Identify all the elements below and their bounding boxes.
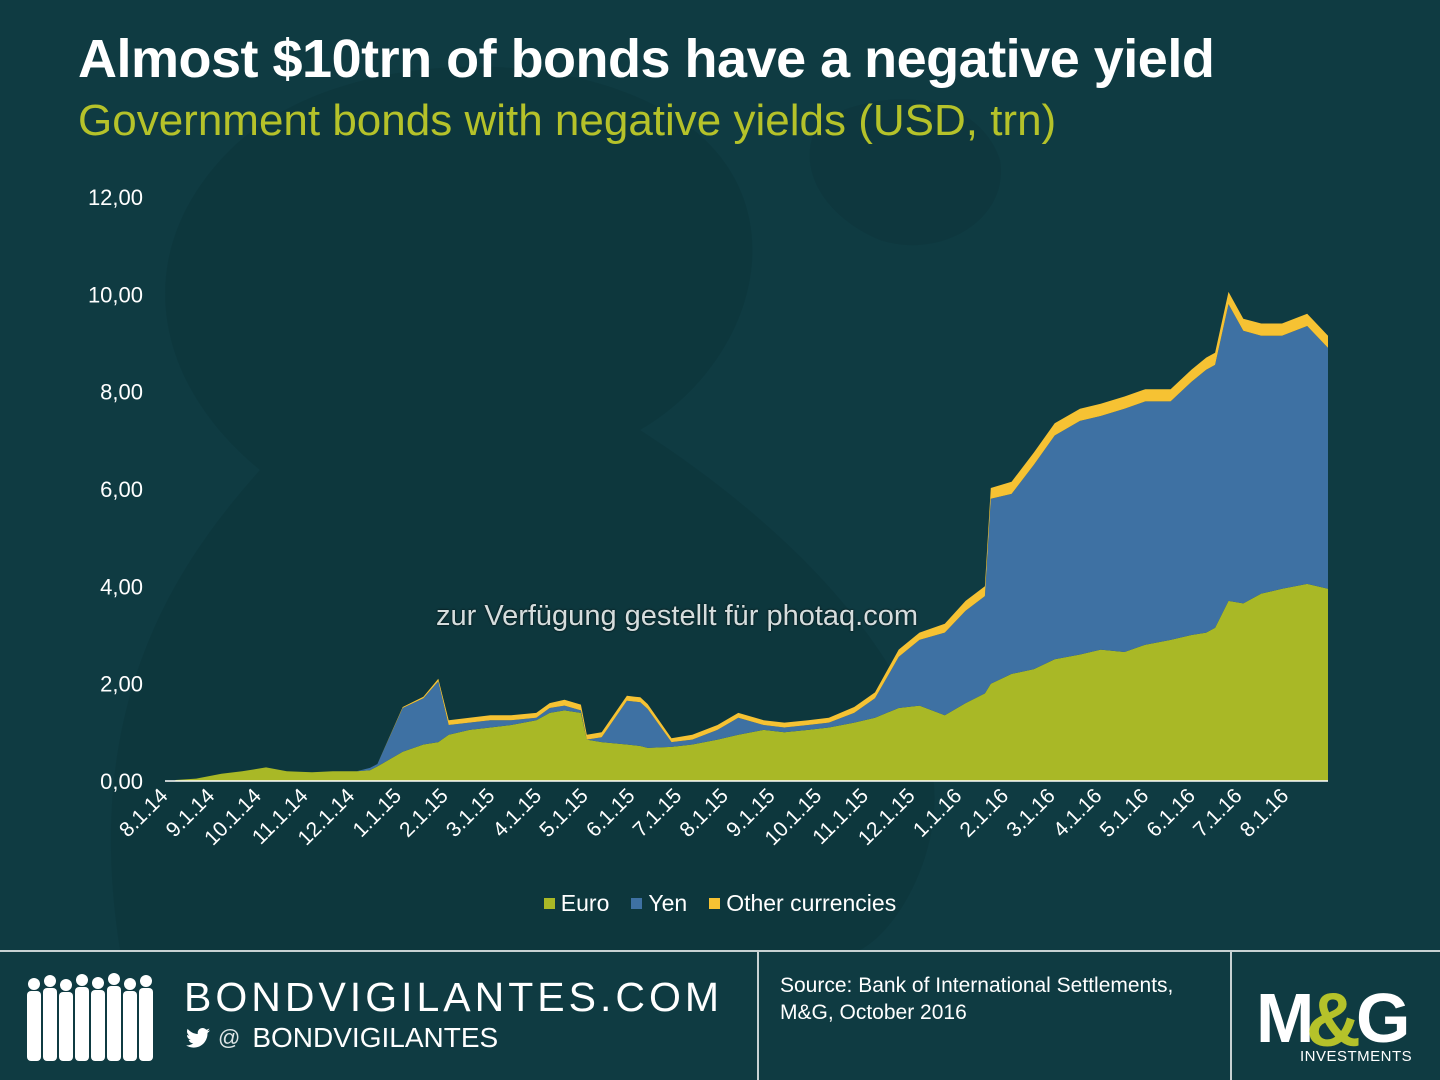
x-tick-label: 8.1.15 <box>675 784 733 842</box>
y-tick-label: 10,00 <box>88 282 143 307</box>
x-tick-label: 8.1.16 <box>1236 784 1294 842</box>
chart-subtitle: Government bonds with negative yields (U… <box>78 96 1057 145</box>
twitter-handle: BONDVIGILANTES <box>252 1022 499 1053</box>
y-axis: 0,00 2,00 4,00 6,00 8,00 10,00 12,00 <box>88 185 143 794</box>
x-tick-label: 6.1.15 <box>582 784 640 842</box>
chart-legend: Euro Yen Other currencies <box>0 890 1440 917</box>
at-symbol: @ <box>218 1025 241 1050</box>
x-tick-label: 1.1.16 <box>909 784 967 842</box>
footer-divider <box>757 952 759 1080</box>
footer: BONDVIGILANTES.COM @ BONDVIGILANTES Sour… <box>0 950 1440 1080</box>
legend-swatch-yen <box>631 898 643 909</box>
mg-logo: M & G <box>1256 980 1410 1063</box>
legend-item-euro: Euro <box>543 890 610 917</box>
svg-text:M: M <box>1256 980 1310 1057</box>
x-tick-label: 4.1.16 <box>1049 784 1107 842</box>
x-tick-label: 2.1.15 <box>395 784 453 842</box>
x-tick-label: 5.1.15 <box>535 784 593 842</box>
svg-text:G: G <box>1356 980 1410 1057</box>
y-tick-label: 4,00 <box>100 574 143 599</box>
legend-item-yen: Yen <box>631 890 687 917</box>
x-tick-label: 4.1.15 <box>489 784 547 842</box>
footer-divider <box>1230 952 1232 1080</box>
legend-label-euro: Euro <box>560 890 610 916</box>
area-yen <box>175 304 1328 780</box>
chart-title: Almost $10trn of bonds have a negative y… <box>78 29 1215 89</box>
site-name[interactable]: BONDVIGILANTES.COM <box>184 974 724 1020</box>
y-tick-label: 0,00 <box>100 769 143 794</box>
chart-areas <box>175 291 1328 781</box>
area-euro <box>175 583 1328 781</box>
legend-swatch-euro <box>543 898 555 909</box>
x-tick-label: 1.1.15 <box>348 784 406 842</box>
x-tick-label: 3.1.15 <box>442 784 500 842</box>
x-tick-label: 3.1.16 <box>1002 784 1060 842</box>
x-tick-label: 7.1.16 <box>1189 784 1247 842</box>
legend-label-other: Other currencies <box>726 890 897 916</box>
watermark-text: zur Verfügung gestellt für photaq.com <box>436 600 919 632</box>
source-note: Source: Bank of International Settlement… <box>780 974 1174 1024</box>
twitter-bird-icon <box>186 1028 210 1048</box>
svg-text:&: & <box>1306 980 1361 1063</box>
x-tick-label: 5.1.16 <box>1096 784 1154 842</box>
stacked-area-chart: 0,00 2,00 4,00 6,00 8,00 10,00 12,00 8.1.149.1… <box>88 185 1328 850</box>
y-tick-label: 12,00 <box>88 185 143 210</box>
x-tick-label: 2.1.16 <box>956 784 1014 842</box>
x-tick-label: 6.1.16 <box>1142 784 1200 842</box>
x-tick-label: 7.1.15 <box>629 784 687 842</box>
people-silhouette-icon <box>27 973 153 1061</box>
legend-item-other: Other currencies <box>709 890 896 917</box>
legend-swatch-other <box>709 898 721 909</box>
logo-subtitle: INVESTMENTS <box>1300 1048 1413 1065</box>
y-tick-label: 8,00 <box>100 380 143 405</box>
y-tick-label: 6,00 <box>100 477 143 502</box>
y-tick-label: 2,00 <box>100 672 143 697</box>
twitter-handle-row[interactable]: @ BONDVIGILANTES <box>186 1022 498 1054</box>
legend-label-yen: Yen <box>648 890 688 916</box>
x-axis: 8.1.149.1.1410.1.1411.1.1412.1.141.1.152… <box>115 780 1328 850</box>
